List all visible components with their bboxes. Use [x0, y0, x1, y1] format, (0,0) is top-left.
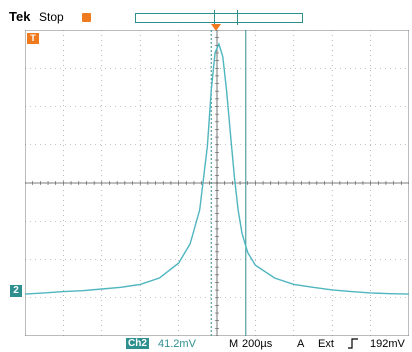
rising-edge-icon — [347, 338, 359, 352]
trigger-mode: A — [297, 338, 305, 350]
top-status-bar: Tek Stop — [0, 0, 412, 31]
channel-tag: Ch2 — [126, 338, 149, 349]
timebase-prefix: M — [229, 338, 239, 350]
waveform-display — [25, 30, 409, 336]
trigger-time-marker — [211, 24, 221, 31]
trigger-level-value: 192mV — [370, 338, 405, 350]
waveform-trace — [25, 42, 409, 295]
channel-ground-marker[interactable]: 2 — [10, 285, 22, 297]
graticule-grid — [25, 30, 409, 336]
trigger-level-marker[interactable]: T — [27, 33, 39, 44]
acquisition-state: Stop — [39, 10, 64, 24]
record-length-indicator — [135, 13, 303, 23]
channel-scale: 41.2mV — [158, 338, 196, 350]
bottom-status-bar: Ch2 41.2mV M 200µs A Ext 192mV — [0, 338, 412, 350]
brand-label: Tek — [9, 9, 31, 24]
trigger-position-marker — [82, 13, 91, 22]
timebase-value: 200µs — [242, 338, 273, 350]
trigger-source: Ext — [318, 338, 334, 350]
record-view-window — [214, 10, 238, 25]
